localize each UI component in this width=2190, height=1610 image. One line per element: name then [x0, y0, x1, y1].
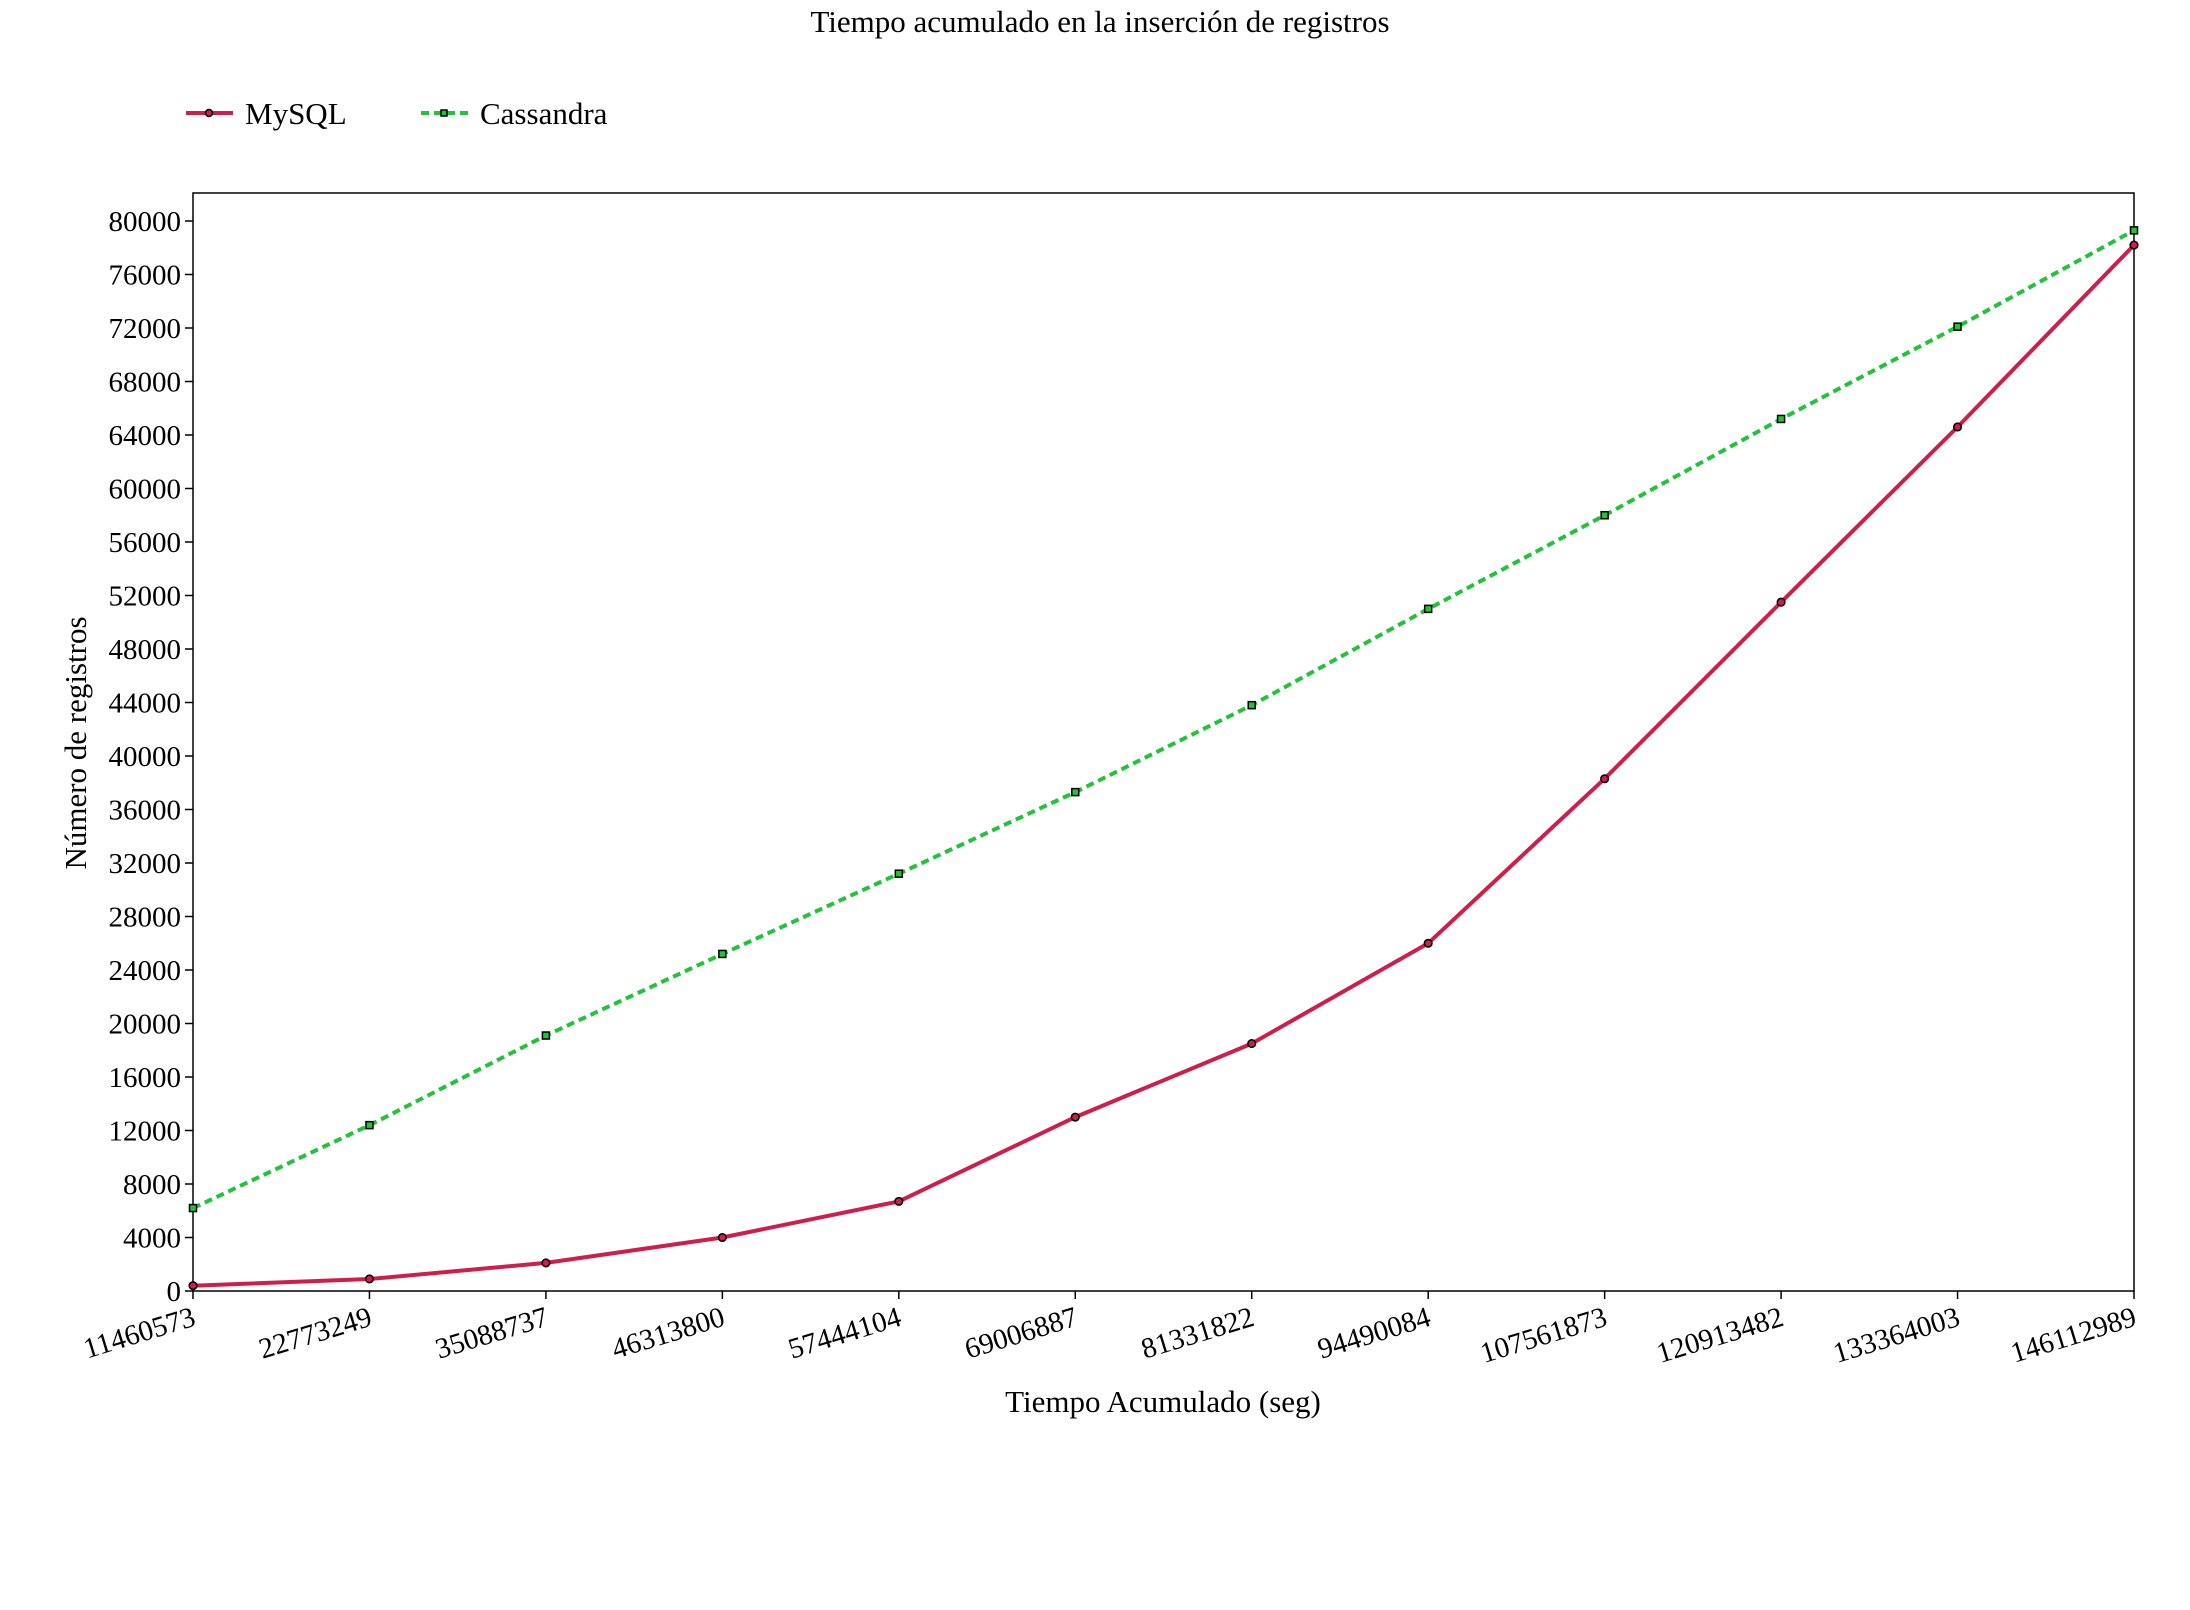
data-point-cassandra	[718, 949, 727, 959]
y-tick-label: 20000	[109, 1009, 182, 1041]
y-tick-label: 32000	[109, 848, 182, 880]
data-point-cassandra	[1953, 322, 1962, 331]
data-point-cassandra	[894, 869, 904, 878]
x-tick-label: 120913482	[1653, 1301, 1787, 1370]
plot-area	[192, 192, 2135, 1292]
data-point-mysql	[364, 1274, 375, 1284]
y-tick-label: 8000	[123, 1169, 181, 1201]
series-layer	[188, 226, 2139, 1291]
legend-label-mysql: MySQL	[245, 96, 347, 131]
y-tick-label: 16000	[109, 1062, 182, 1094]
x-tick-label: 46313800	[608, 1301, 728, 1366]
y-tick-label: 76000	[109, 260, 182, 292]
y-tick-label: 56000	[109, 527, 182, 559]
x-tick-label: 107561873	[1477, 1301, 1611, 1370]
data-point-cassandra	[365, 1120, 374, 1130]
data-point-mysql	[894, 1196, 904, 1206]
data-point-mysql	[1423, 938, 1433, 948]
data-point-mysql	[1776, 597, 1786, 607]
x-tick-label: 69006887	[961, 1301, 1081, 1366]
series-line-cassandra	[192, 228, 2135, 1210]
data-point-mysql	[717, 1232, 727, 1243]
data-point-mysql	[2129, 240, 2139, 250]
y-tick-label: 24000	[109, 955, 182, 987]
y-tick-label: 68000	[109, 367, 182, 399]
legend-item-cassandra: Cassandra	[421, 96, 608, 131]
y-tick-label: 40000	[109, 741, 182, 773]
y-tick-label: 28000	[109, 902, 182, 934]
legend-label-cassandra: Cassandra	[480, 96, 608, 131]
data-point-cassandra	[1776, 414, 1786, 424]
x-tick-label: 11460573	[80, 1301, 199, 1365]
y-tick-label: 4000	[123, 1223, 181, 1255]
y-axis-title: Número de registros	[58, 616, 93, 869]
y-tick-label: 48000	[109, 634, 182, 666]
data-point-cassandra	[1423, 604, 1433, 614]
data-point-mysql	[1070, 1112, 1080, 1122]
legend-item-mysql: MySQL	[186, 96, 347, 131]
y-tick-label: 12000	[109, 1116, 182, 1148]
x-tick-label: 22773249	[255, 1301, 375, 1366]
y-tick-label: 80000	[109, 206, 182, 238]
x-tick-label: 94490084	[1314, 1301, 1435, 1366]
x-tick-label: 57444104	[785, 1301, 906, 1366]
data-point-cassandra	[2129, 226, 2139, 235]
y-axis: 0 4000 8000 12000 16000 20000 24000 28000 32000 3…	[109, 206, 193, 1308]
series-line-mysql	[192, 243, 2136, 1288]
chart-title: Tiempo acumulado en la inserción de regi…	[810, 4, 1389, 39]
data-point-mysql	[1952, 422, 1963, 432]
x-tick-label: 133364003	[1829, 1301, 1963, 1370]
data-point-cassandra	[541, 1031, 551, 1040]
data-point-mysql	[541, 1258, 551, 1268]
data-point-cassandra	[1600, 511, 1609, 520]
legend-marker-mysql	[204, 108, 214, 118]
legend-marker-cassandra	[440, 109, 448, 117]
x-axis-title: Tiempo Acumulado (seg)	[1005, 1384, 1321, 1419]
x-tick-label: 81331822	[1137, 1301, 1257, 1366]
y-tick-label: 0	[167, 1276, 182, 1308]
y-tick-label: 36000	[109, 795, 182, 827]
y-tick-label: 64000	[109, 420, 182, 452]
y-tick-label: 72000	[109, 313, 182, 345]
data-point-cassandra	[1247, 700, 1256, 710]
data-point-cassandra	[188, 1203, 198, 1213]
data-point-mysql	[1600, 774, 1610, 784]
data-point-mysql	[1247, 1039, 1257, 1049]
y-tick-label: 60000	[109, 474, 182, 506]
x-axis: 11460573 22773249 35088737 46313800 57444104…	[80, 1291, 2140, 1370]
x-tick-label: 146112989	[2007, 1301, 2140, 1369]
y-tick-label: 44000	[109, 688, 182, 720]
y-tick-label: 52000	[109, 581, 182, 613]
data-point-cassandra	[1071, 787, 1080, 797]
data-point-mysql	[188, 1281, 198, 1291]
legend: MySQL Cassandra	[186, 96, 608, 131]
x-tick-label: 35088737	[432, 1301, 552, 1366]
